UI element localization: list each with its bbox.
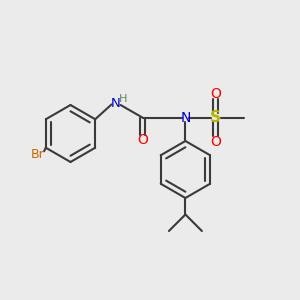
Text: H: H	[119, 94, 128, 104]
Text: O: O	[210, 87, 221, 100]
Text: O: O	[137, 134, 148, 147]
Text: N: N	[111, 97, 120, 110]
Text: S: S	[210, 110, 221, 125]
Text: Br: Br	[31, 148, 44, 161]
Text: N: N	[180, 111, 190, 124]
Text: O: O	[210, 135, 221, 148]
